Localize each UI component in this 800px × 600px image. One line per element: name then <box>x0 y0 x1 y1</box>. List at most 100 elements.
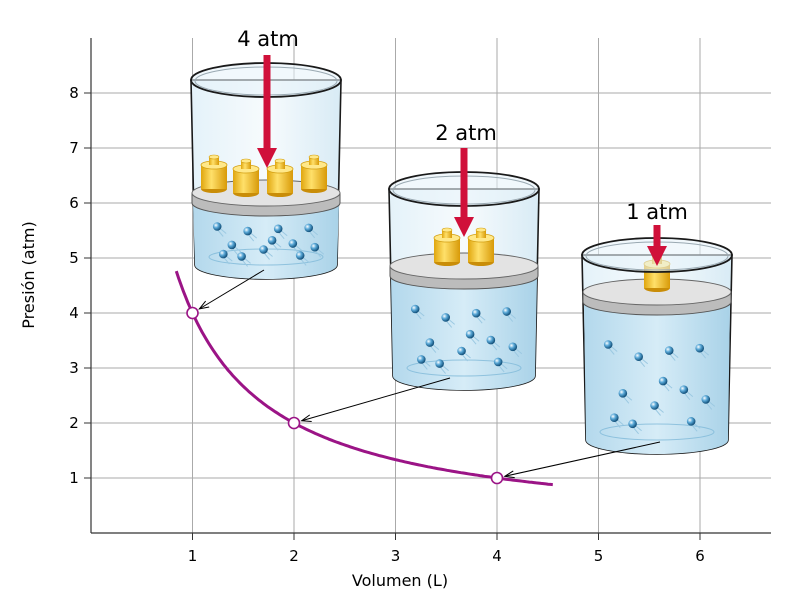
x-tick-label: 4 <box>492 547 502 565</box>
pressure-label: 1 atm <box>626 200 688 224</box>
molecule-trail <box>633 425 642 435</box>
molecule-trail <box>430 344 440 353</box>
pointer-arrowhead <box>503 470 515 479</box>
gas-molecule <box>471 308 481 318</box>
weight-knob <box>241 161 251 169</box>
gas-molecule <box>219 249 228 259</box>
gas-molecule <box>237 252 246 261</box>
molecule-trail <box>248 232 258 242</box>
weight-block <box>232 158 260 197</box>
y-tick-label: 1 <box>69 469 79 487</box>
pressure-arrow <box>454 148 474 237</box>
molecule-trail <box>700 349 710 359</box>
gas-molecule <box>441 313 451 322</box>
molecule-trail <box>655 407 664 416</box>
molecule-trail <box>315 248 325 258</box>
gas-molecule <box>465 329 475 339</box>
gas-molecule <box>658 376 668 386</box>
molecule-trail <box>691 422 701 432</box>
gas-molecule <box>410 304 420 314</box>
gas-molecule <box>212 222 222 231</box>
molecule-trail <box>232 246 242 256</box>
isotherm-curve <box>174 270 553 487</box>
molecule-trail <box>446 319 456 328</box>
molecule-trail <box>421 361 431 370</box>
gas-molecule <box>618 389 628 398</box>
molecule-trail <box>300 257 310 266</box>
molecule-trail <box>608 346 618 355</box>
molecule-trail <box>217 228 227 237</box>
tick-labels: 1 2 3 4 5 6 7 8 1 2 3 4 5 6 <box>69 84 705 565</box>
molecule-trail <box>498 363 508 373</box>
weight-block <box>467 227 495 266</box>
pointer-line <box>199 269 265 310</box>
x-tick-label: 5 <box>594 547 604 565</box>
weight-knob-top <box>208 154 220 160</box>
gas-molecule <box>435 359 444 368</box>
gas-molecule <box>508 342 518 352</box>
x-axis-label: Volumen (L) <box>352 571 448 590</box>
molecule-trail <box>663 382 673 392</box>
y-tick-label: 4 <box>69 304 79 322</box>
weight-block <box>200 154 228 193</box>
axes <box>90 38 771 534</box>
gas-region <box>391 278 537 390</box>
pressure-label: 2 atm <box>435 121 497 145</box>
data-point <box>490 471 504 485</box>
weight-knob-top <box>274 158 286 164</box>
gas-molecule <box>686 417 696 426</box>
y-tick-label: 6 <box>69 194 79 212</box>
pointer-lines <box>198 269 661 479</box>
weight-knob <box>275 161 285 169</box>
molecule-trail <box>513 348 523 358</box>
molecule-trail <box>272 241 282 251</box>
weight-block <box>433 227 461 266</box>
gas-molecule <box>425 338 435 347</box>
molecule-trail <box>507 313 517 322</box>
data-point <box>186 306 199 320</box>
weight-knob-top <box>441 227 453 233</box>
piston-plate <box>389 252 539 280</box>
gas-molecule <box>701 395 711 404</box>
gas-molecule <box>417 355 426 364</box>
molecule-trail <box>623 394 633 404</box>
weight-block <box>300 154 328 193</box>
weight-knob <box>476 230 486 238</box>
gas-molecule <box>634 352 643 362</box>
y-tick-label: 2 <box>69 414 79 432</box>
beakers: 4 atm 2 atm 1 atm <box>190 27 733 455</box>
gas-molecule <box>502 307 512 316</box>
x-tick-label: 6 <box>695 547 705 565</box>
weight-knob-top <box>240 158 252 164</box>
molecule-trail <box>614 419 624 429</box>
molecule-trail <box>669 352 679 361</box>
gas-region <box>584 304 730 454</box>
weight-knob-top <box>308 154 320 160</box>
gas-molecule <box>650 401 659 410</box>
gas-molecule <box>295 251 305 260</box>
gas-molecule <box>664 346 674 355</box>
molecule-trail <box>242 258 251 267</box>
data-point <box>287 416 301 430</box>
y-tick-label: 3 <box>69 359 79 377</box>
molecule-trail <box>223 255 233 265</box>
gas-molecule <box>304 223 314 233</box>
molecule-trail <box>462 352 471 362</box>
x-tick-label: 1 <box>188 547 198 565</box>
weight-knob-top <box>475 227 487 233</box>
molecule-trail <box>684 391 694 400</box>
beaker-bottom-highlight <box>406 359 522 377</box>
gas-molecule <box>288 239 298 248</box>
weight-knob <box>309 157 319 165</box>
data-points <box>186 306 504 485</box>
molecule-trail <box>470 335 480 345</box>
y-tick-label: 8 <box>69 84 79 102</box>
gas-molecule <box>493 357 503 367</box>
molecule-trail <box>264 251 273 260</box>
pointer-arrowhead <box>198 300 210 310</box>
beaker-bottom-highlight <box>599 423 715 441</box>
gas-molecule <box>259 245 268 254</box>
gas-molecule <box>457 346 466 356</box>
pressure-arrow <box>647 225 667 266</box>
